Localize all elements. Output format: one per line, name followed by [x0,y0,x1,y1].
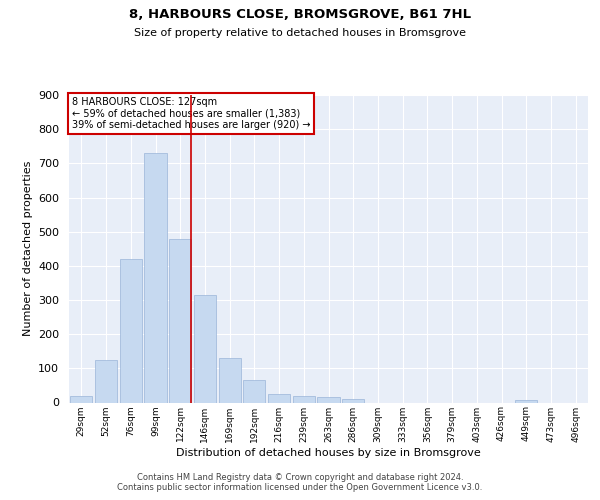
Y-axis label: Number of detached properties: Number of detached properties [23,161,32,336]
Text: Size of property relative to detached houses in Bromsgrove: Size of property relative to detached ho… [134,28,466,38]
Text: Distribution of detached houses by size in Bromsgrove: Distribution of detached houses by size … [176,448,481,458]
Bar [342,399,364,402]
Bar [317,398,340,402]
Bar [119,259,142,402]
Bar [293,396,315,402]
Bar [70,396,92,402]
Text: 8 HARBOURS CLOSE: 127sqm
← 59% of detached houses are smaller (1,383)
39% of sem: 8 HARBOURS CLOSE: 127sqm ← 59% of detach… [71,96,310,130]
Bar [145,153,167,402]
Bar [169,238,191,402]
Bar [218,358,241,403]
Text: 8, HARBOURS CLOSE, BROMSGROVE, B61 7HL: 8, HARBOURS CLOSE, BROMSGROVE, B61 7HL [129,8,471,20]
Bar [194,295,216,403]
Bar [268,394,290,402]
Text: Contains HM Land Registry data © Crown copyright and database right 2024.
Contai: Contains HM Land Registry data © Crown c… [118,473,482,492]
Bar [95,360,117,403]
Bar [243,380,265,402]
Bar [515,400,538,402]
